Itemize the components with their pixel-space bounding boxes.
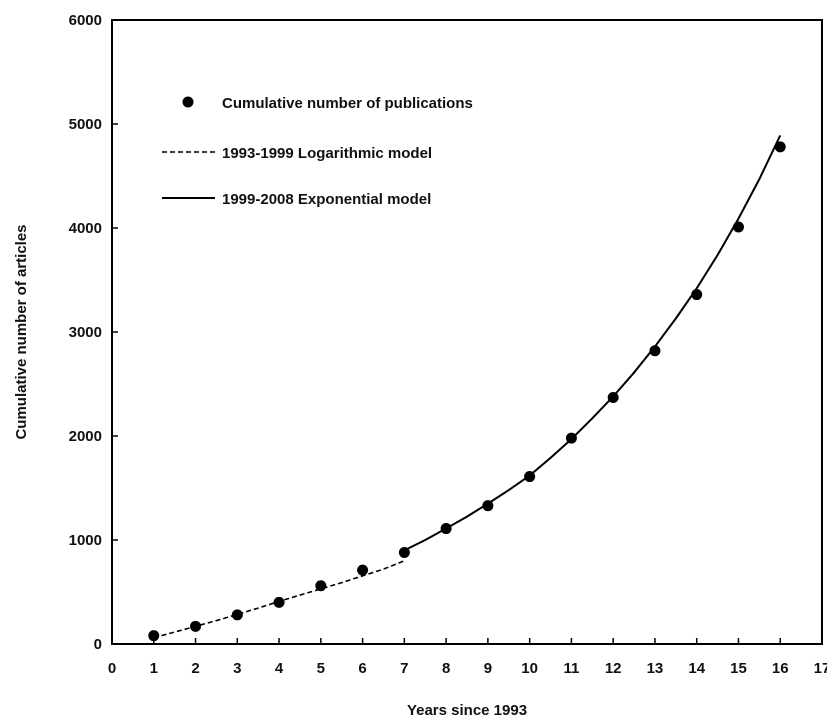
x-tick-label: 15 <box>730 660 747 677</box>
legend: Cumulative number of publications 1993-19… <box>162 95 473 208</box>
x-tick-label: 8 <box>442 660 450 677</box>
data-point <box>649 345 661 357</box>
x-tick-label: 6 <box>358 660 366 677</box>
legend-label: 1999-2008 Exponential model <box>222 191 431 208</box>
x-tick-label: 13 <box>647 660 664 677</box>
y-tick-label: 3000 <box>69 324 102 341</box>
y-axis-title: Cumulative number of articles <box>13 224 30 439</box>
y-tick-label: 4000 <box>69 220 102 237</box>
x-axis-title: Years since 1993 <box>407 702 527 719</box>
x-tick-label: 1 <box>150 660 158 677</box>
x-tick-label: 17 <box>814 660 827 677</box>
legend-marker <box>182 96 194 108</box>
x-tick-label: 11 <box>563 660 579 677</box>
y-tick-label: 2000 <box>69 428 102 445</box>
data-point <box>231 609 243 621</box>
data-point <box>774 141 786 153</box>
x-tick-label: 4 <box>275 660 284 677</box>
x-tick-label: 5 <box>317 660 325 677</box>
y-axis-ticks: 0 1000 2000 3000 4000 5000 6000 <box>69 12 118 653</box>
data-point <box>273 596 285 608</box>
x-tick-label: 16 <box>772 660 789 677</box>
plot-area <box>111 19 823 645</box>
x-tick-label: 12 <box>605 660 622 677</box>
y-tick-label: 1000 <box>69 532 102 549</box>
y-tick-label: 0 <box>94 636 102 653</box>
x-tick-label: 14 <box>688 660 705 677</box>
data-point <box>148 630 160 642</box>
series-layer <box>148 135 786 642</box>
x-axis-ticks: 0 1 2 3 4 5 6 7 8 9 10 11 12 13 14 15 16 17 <box>108 638 827 677</box>
legend-label: Cumulative number of publications <box>222 95 473 112</box>
exponential-model-line <box>403 135 782 552</box>
x-tick-label: 3 <box>233 660 241 677</box>
logarithmic-model-line <box>153 560 405 639</box>
x-tick-label: 2 <box>191 660 199 677</box>
x-tick-label: 0 <box>108 660 116 677</box>
x-tick-label: 10 <box>521 660 538 677</box>
x-tick-label: 9 <box>484 660 492 677</box>
data-point <box>357 564 369 576</box>
y-tick-label: 6000 <box>69 12 102 29</box>
x-tick-label: 7 <box>400 660 408 677</box>
legend-label: 1993-1999 Logarithmic model <box>222 145 432 162</box>
y-tick-label: 5000 <box>69 116 102 133</box>
